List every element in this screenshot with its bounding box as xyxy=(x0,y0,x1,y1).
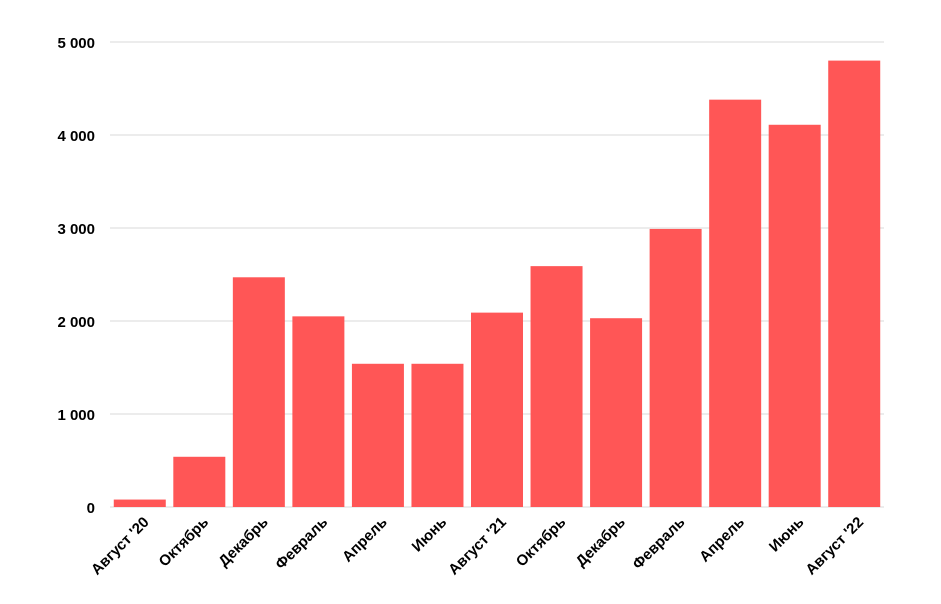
y-tick-label: 4 000 xyxy=(57,128,95,145)
x-tick-label: Февраль xyxy=(629,514,688,573)
x-tick-label: Июнь xyxy=(766,514,808,556)
x-tick-label: Июнь xyxy=(409,514,451,556)
x-tick-label: Октябрь xyxy=(513,514,570,571)
bar xyxy=(292,316,345,507)
x-tick-label: Апрель xyxy=(696,514,748,566)
y-tick-label: 2 000 xyxy=(57,314,95,331)
y-tick-label: 1 000 xyxy=(57,407,95,424)
bar xyxy=(828,60,881,507)
x-tick-label: Декабрь xyxy=(215,514,271,570)
y-tick-label: 0 xyxy=(87,500,95,517)
bar xyxy=(113,499,166,507)
bar xyxy=(649,228,702,507)
bars xyxy=(113,60,881,508)
x-tick-label: Август '22 xyxy=(802,514,867,579)
x-tick-label: Апрель xyxy=(339,514,391,566)
bar xyxy=(709,99,762,507)
y-tick-label: 5 000 xyxy=(57,35,95,52)
bar xyxy=(411,363,464,507)
bar xyxy=(768,124,821,508)
y-axis-tick-labels: 0 1 000 2 000 3 000 4 000 5 000 xyxy=(57,35,95,517)
x-tick-label: Декабрь xyxy=(573,514,629,570)
bar xyxy=(530,266,583,507)
x-tick-label: Февраль xyxy=(272,514,331,573)
x-tick-label: Август '21 xyxy=(445,514,510,579)
bar xyxy=(232,277,285,507)
y-tick-label: 3 000 xyxy=(57,221,95,238)
x-tick-label: Октябрь xyxy=(156,514,213,571)
bar xyxy=(471,312,523,507)
x-axis-tick-labels: Август '20 Октябрь Декабрь Февраль Апрель Июн… xyxy=(88,514,867,579)
bar xyxy=(351,363,404,507)
x-tick-label: Август '20 xyxy=(88,514,153,579)
bar xyxy=(173,456,226,507)
bar xyxy=(590,318,643,507)
